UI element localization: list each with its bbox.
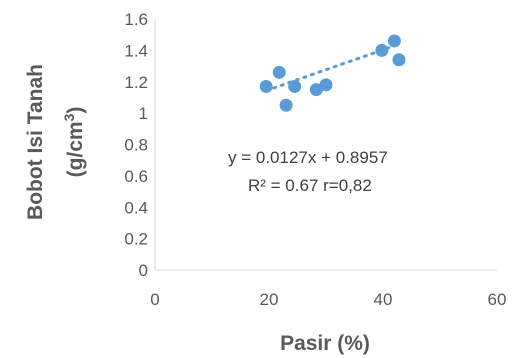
y-tick-label: 1.4 bbox=[124, 41, 148, 60]
x-tick-label: 60 bbox=[488, 290, 507, 309]
r-squared-label: R² = 0.67 r=0,82 bbox=[248, 176, 372, 195]
data-points bbox=[259, 34, 406, 112]
y-axis-title-unit: (g/cm bbox=[64, 121, 87, 177]
y-axis-title-superscript: 3 bbox=[61, 113, 77, 121]
x-axis-title: Pasir (%) bbox=[280, 332, 370, 355]
y-axis-title-line1: Bobot Isi Tanah bbox=[24, 64, 47, 220]
data-point bbox=[259, 79, 273, 93]
equation-label: y = 0.0127x + 0.8957 bbox=[228, 148, 388, 167]
data-point bbox=[288, 79, 302, 93]
data-point bbox=[279, 98, 293, 112]
y-tick-label: 0.4 bbox=[124, 198, 148, 217]
y-axis-title-close: ) bbox=[64, 107, 87, 114]
y-tick-label: 0.6 bbox=[124, 167, 148, 186]
y-tick-label: 0 bbox=[139, 261, 148, 280]
y-tick-label: 0.8 bbox=[124, 136, 148, 155]
x-tick-labels: 0 20 40 60 bbox=[150, 290, 506, 309]
data-point bbox=[387, 34, 401, 48]
y-tick-label: 1 bbox=[139, 104, 148, 123]
y-tick-label: 1.2 bbox=[124, 73, 148, 92]
trendline bbox=[264, 42, 401, 93]
data-point bbox=[272, 65, 286, 79]
x-tick-label: 0 bbox=[150, 290, 159, 309]
data-point bbox=[375, 43, 389, 57]
y-tick-label: 0.2 bbox=[124, 230, 148, 249]
data-point bbox=[309, 83, 323, 97]
data-point bbox=[319, 78, 333, 92]
x-tick-label: 20 bbox=[260, 290, 279, 309]
y-tick-labels: 0 0.2 0.4 0.6 0.8 1 1.2 1.4 1.6 bbox=[124, 10, 148, 280]
y-tick-label: 1.6 bbox=[124, 10, 148, 29]
data-point bbox=[392, 53, 406, 67]
axes bbox=[154, 19, 497, 271]
y-axis-title-line2: (g/cm3) bbox=[61, 107, 87, 178]
x-tick-label: 40 bbox=[374, 290, 393, 309]
trendline-group bbox=[264, 42, 401, 93]
